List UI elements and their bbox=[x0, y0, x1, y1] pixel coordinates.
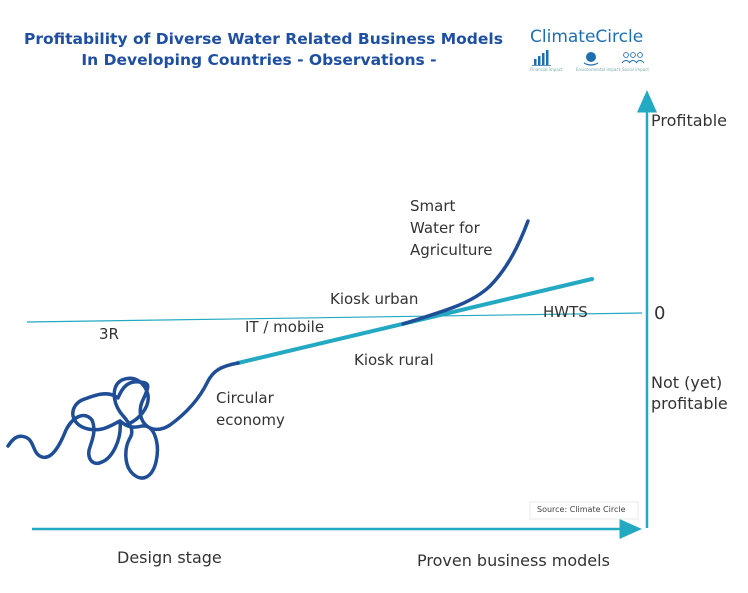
label-smart-line-1: Smart bbox=[410, 197, 456, 215]
logo-caption-environmental: Environmental impact bbox=[576, 67, 621, 72]
y-label-not-yet-line-1: Not (yet) bbox=[651, 373, 723, 392]
title-line-1: Profitability of Diverse Water Related B… bbox=[24, 30, 503, 48]
source-note: Source: Climate Circle bbox=[537, 505, 626, 514]
design-stage-squiggle bbox=[6, 361, 240, 480]
zero-line bbox=[26, 312, 643, 323]
label-hwts: HWTS bbox=[543, 303, 588, 321]
logo-icons bbox=[532, 50, 645, 66]
climatecircle-logo: ClimateCircle Financial impact Environme… bbox=[530, 27, 650, 72]
x-label-proven-models: Proven business models bbox=[417, 551, 610, 570]
y-label-profitable: Profitable bbox=[651, 111, 727, 130]
label-smart-line-3: Agriculture bbox=[410, 241, 493, 259]
globe-hand-icon bbox=[583, 52, 599, 66]
label-smart-line-2: Water for bbox=[410, 219, 480, 237]
logo-caption-social: Social impact bbox=[622, 67, 649, 72]
logo-caption-financial: Financial impact bbox=[530, 67, 563, 72]
label-kiosk-rural: Kiosk rural bbox=[354, 351, 434, 369]
label-3r: 3R bbox=[99, 325, 119, 343]
label-it-mobile: IT / mobile bbox=[245, 318, 325, 336]
label-kiosk-urban: Kiosk urban bbox=[330, 290, 419, 308]
title-line-2: In Developing Countries - Observations - bbox=[81, 51, 437, 69]
y-label-zero: 0 bbox=[654, 303, 666, 324]
people-icon bbox=[621, 52, 645, 64]
bar-chart-icon bbox=[532, 50, 551, 66]
x-label-design-stage: Design stage bbox=[117, 548, 222, 567]
source-box bbox=[529, 501, 639, 520]
y-label-not-yet-line-2: profitable bbox=[651, 394, 728, 413]
label-circular-line-1: Circular bbox=[216, 389, 274, 407]
logo-wordmark: ClimateCircle bbox=[530, 27, 644, 47]
label-circular-line-2: economy bbox=[216, 411, 285, 429]
smart-water-curve bbox=[401, 219, 530, 326]
